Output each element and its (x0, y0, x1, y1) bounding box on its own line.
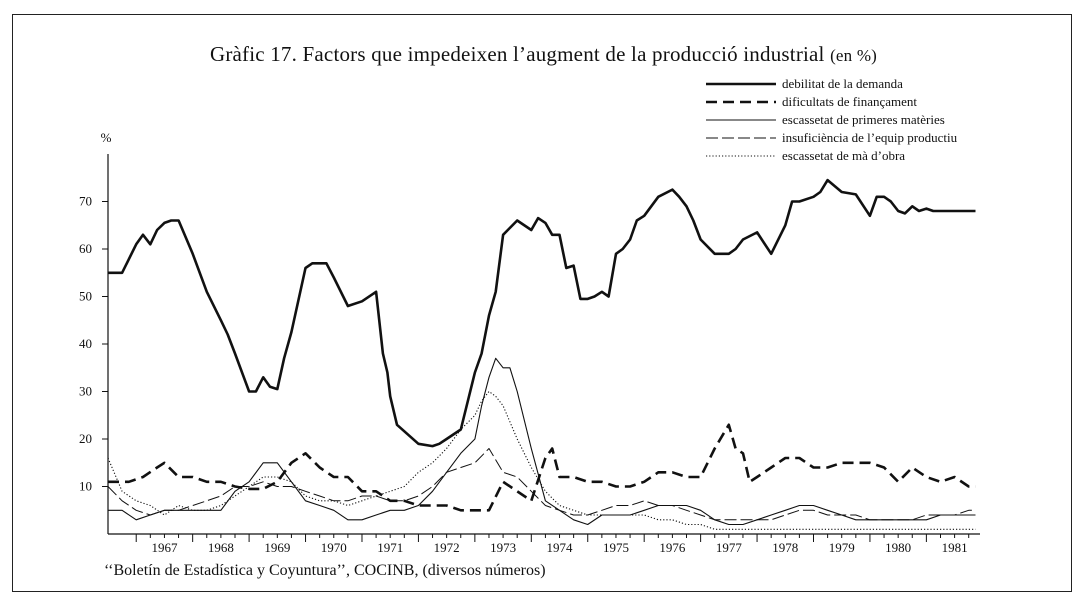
series-line-4 (107, 448, 976, 521)
legend-label-3: escassetat de primeres matèries (782, 112, 945, 127)
x-tick-label-1974: 1974 (547, 540, 574, 555)
x-tick-label-1976: 1976 (659, 540, 686, 555)
chart-series (107, 178, 976, 530)
legend-label-5: escassetat de mà d’obra (782, 148, 905, 163)
x-tick-label-1967: 1967 (151, 540, 178, 555)
series-line-5 (107, 390, 976, 530)
x-tick-label-1970: 1970 (321, 540, 347, 555)
y-tick-label-40: 40 (79, 336, 92, 351)
y-tick-label-20: 20 (79, 431, 92, 446)
legend-label-4: insuficiència de l’equip productiu (782, 130, 958, 145)
x-tick-label-1979: 1979 (829, 540, 855, 555)
y-axis-label: % (101, 130, 112, 145)
figure-frame (12, 14, 1072, 592)
x-tick-label-1971: 1971 (377, 540, 403, 555)
chart-source: ‘‘Boletín de Estadística y Coyuntura’’, … (104, 562, 546, 579)
chart-axes: % 10 20 30 40 50 60 70 1967 1968 1969 1970 1971 1972 1… (79, 130, 980, 555)
y-tick-label-60: 60 (79, 241, 92, 256)
chart-legend: debilitat de la demanda dificultats de fi… (706, 76, 958, 163)
x-tick-label-1968: 1968 (208, 540, 234, 555)
legend-label-1: debilitat de la demanda (782, 76, 903, 91)
y-tick-label-10: 10 (79, 479, 92, 494)
x-tick-label-1969: 1969 (264, 540, 290, 555)
series-line-1 (108, 178, 976, 448)
x-tick-label-1973: 1973 (490, 540, 516, 555)
chart-title: Gràfic 17. Factors que impedeixen l’augm… (0, 42, 1087, 67)
chart-title-unit: (en %) (830, 46, 878, 65)
legend-label-2: dificultats de finançament (782, 94, 917, 109)
y-tick-label-30: 30 (79, 384, 92, 399)
x-tick-label-1980: 1980 (885, 540, 911, 555)
x-tick-label-1975: 1975 (603, 540, 629, 555)
x-tick-label-1972: 1972 (434, 540, 460, 555)
x-tick-label-1981: 1981 (942, 540, 968, 555)
x-tick-label-1978: 1978 (772, 540, 798, 555)
y-tick-label-70: 70 (79, 194, 92, 209)
chart-title-text: Gràfic 17. Factors que impedeixen l’augm… (209, 42, 825, 66)
x-tick-label-1977: 1977 (716, 540, 743, 555)
y-tick-label-50: 50 (79, 289, 92, 304)
series-line-3 (108, 357, 976, 526)
series-line-2 (108, 423, 976, 512)
